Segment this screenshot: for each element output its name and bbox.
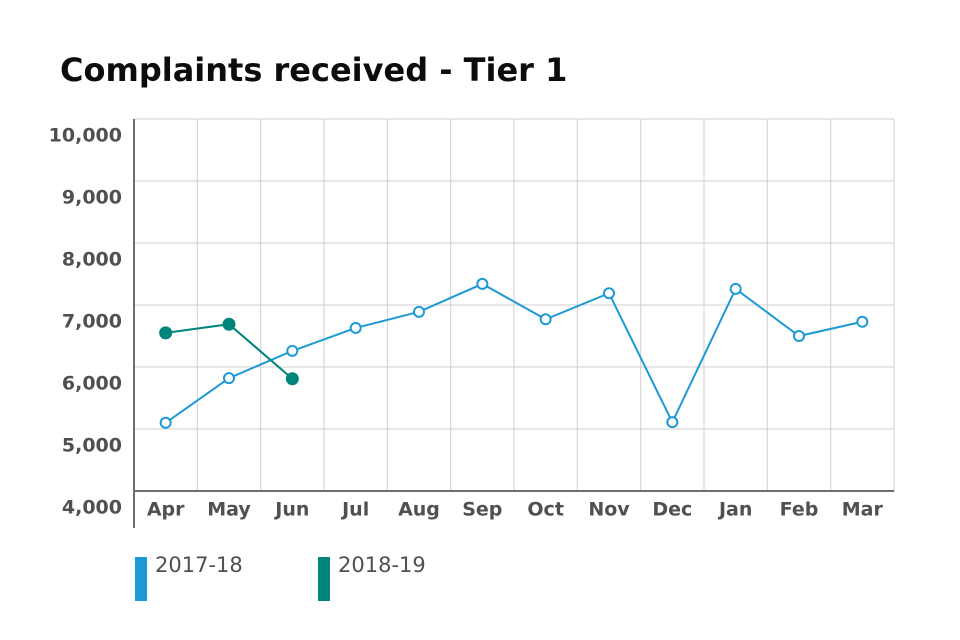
data-point [285,372,299,386]
data-point [223,372,235,385]
data-point [159,416,172,429]
data-point [159,326,173,340]
x-tick-label: Apr [147,499,185,521]
y-tick-label: 9,000 [62,187,122,209]
data-point [793,330,805,342]
chart-title: Complaints received - Tier 1 [60,51,567,89]
data-point [539,313,552,326]
series-line [165,323,293,380]
x-tick-label: Aug [398,499,440,521]
data-point [413,305,425,318]
data-point [222,317,236,331]
data-point [476,277,489,290]
x-tick-label: Oct [527,499,564,521]
x-tick-label: Jan [717,499,752,521]
y-tick-label: 7,000 [62,311,122,333]
y-tick-label: 4,000 [62,497,122,519]
legend-label: 2018-19 [338,553,426,577]
data-point [603,287,615,300]
series-line [165,282,863,425]
data-point [666,416,679,429]
data-point [286,344,299,357]
x-tick-label: Jul [340,499,369,521]
y-tick-label: 6,000 [62,373,122,395]
x-tick-label: Feb [780,499,819,521]
x-tick-label: Nov [588,499,630,521]
data-point [729,282,742,295]
x-tick-label: May [207,499,251,521]
y-tick-label: 10,000 [49,125,122,147]
x-tick-label: Jun [273,499,309,521]
legend-label: 2017-18 [155,553,243,577]
data-point [349,321,362,334]
legend-swatch [318,557,330,601]
y-tick-label: 5,000 [62,435,122,457]
legend-swatch [135,557,147,601]
y-tick-label: 8,000 [62,249,122,271]
x-tick-label: Sep [462,499,502,521]
x-tick-label: Mar [842,499,884,521]
x-tick-label: Dec [652,499,692,521]
data-point [856,315,869,328]
